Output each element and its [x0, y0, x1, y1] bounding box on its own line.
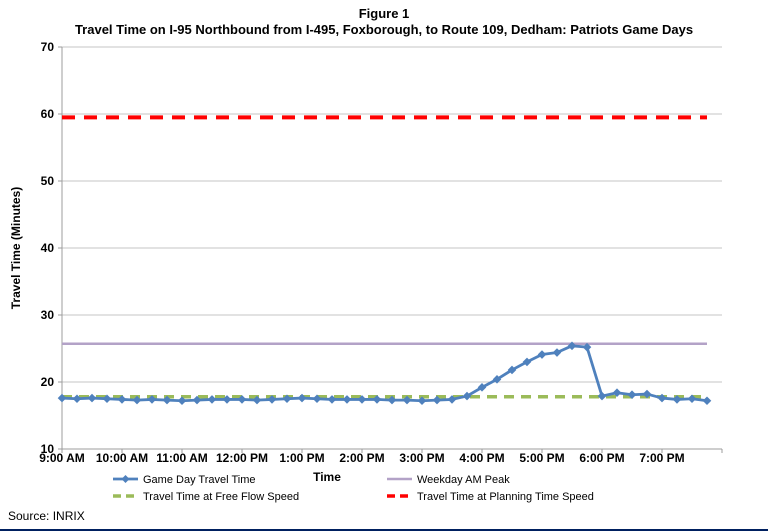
legend-item-travel-time-at-free-flow-speed: Travel Time at Free Flow Speed: [113, 491, 299, 503]
chart-title: Travel Time on I-95 Northbound from I-49…: [74, 22, 694, 37]
svg-text:Weekday AM Peak: Weekday AM Peak: [417, 474, 510, 486]
svg-text:20: 20: [41, 375, 55, 389]
svg-text:10: 10: [41, 442, 55, 456]
x-tick-labels: 9:00 AM 10:00 AM 11:00 AM 12:00 PM 1:00 PM 2:…: [39, 451, 684, 465]
svg-text:9:00 AM: 9:00 AM: [39, 451, 85, 465]
svg-text:11:00 AM: 11:00 AM: [156, 451, 208, 465]
legend-item-game-day-travel-time: Game Day Travel Time: [113, 474, 255, 486]
svg-text:60: 60: [41, 107, 55, 121]
y-axis-title: Travel Time (Minutes): [9, 187, 23, 309]
svg-text:2:00 PM: 2:00 PM: [339, 451, 384, 465]
legend: Game Day Travel Time Weekday AM Peak Trave…: [113, 474, 594, 503]
legend-item-travel-time-at-planning-time-speed: Travel Time at Planning Time Speed: [387, 491, 594, 503]
gridlines: [62, 46, 722, 383]
svg-text:Travel Time (Minutes): Travel Time (Minutes): [9, 187, 23, 309]
x-axis-title: Time: [313, 470, 341, 484]
svg-text:Game Day Travel Time: Game Day Travel Time: [143, 474, 255, 486]
svg-text:Travel Time at Planning Time S: Travel Time at Planning Time Speed: [417, 491, 594, 503]
series-game-day-travel-time: [57, 341, 712, 406]
svg-text:4:00 PM: 4:00 PM: [459, 451, 504, 465]
svg-text:5:00 PM: 5:00 PM: [519, 451, 564, 465]
svg-text:Time: Time: [313, 470, 341, 484]
svg-text:7:00 PM: 7:00 PM: [639, 451, 684, 465]
svg-text:50: 50: [41, 174, 55, 188]
svg-text:3:00 PM: 3:00 PM: [399, 451, 444, 465]
svg-text:1:00 PM: 1:00 PM: [279, 451, 324, 465]
bottom-border: [0, 529, 768, 531]
svg-text:Travel Time at Free Flow Speed: Travel Time at Free Flow Speed: [143, 491, 299, 503]
svg-text:6:00 PM: 6:00 PM: [579, 451, 624, 465]
svg-text:10:00 AM: 10:00 AM: [96, 451, 148, 465]
axes: [58, 46, 723, 453]
svg-text:30: 30: [41, 308, 55, 322]
figure-label: Figure 1: [358, 6, 410, 21]
svg-text:12:00 PM: 12:00 PM: [216, 451, 268, 465]
legend-item-weekday-am-peak: Weekday AM Peak: [387, 474, 510, 486]
y-tick-labels: 10 20 30 40 50 60 70: [41, 40, 55, 456]
svg-text:70: 70: [41, 40, 55, 54]
svg-text:40: 40: [41, 241, 55, 255]
source-note: Source: INRIX: [8, 509, 85, 523]
